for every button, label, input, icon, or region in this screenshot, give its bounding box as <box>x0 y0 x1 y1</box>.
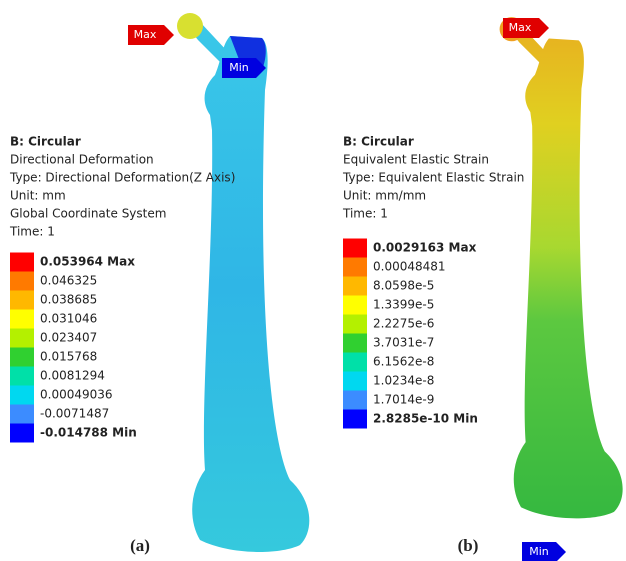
legend-label: 0.031046 <box>40 312 97 326</box>
legend-swatch <box>343 296 367 315</box>
legend-swatch <box>343 353 367 372</box>
legend-label: 2.2275e-6 <box>373 317 434 331</box>
legend-swatch <box>10 272 34 291</box>
legend-label: 0.00049036 <box>40 388 113 402</box>
info-line: Type: Equivalent Elastic Strain <box>342 171 524 185</box>
figure: B: Circular Directional Deformation Type: … <box>0 0 626 561</box>
legend-swatch <box>343 334 367 353</box>
page: B: Circular Directional Deformation Type: … <box>0 0 626 561</box>
legend-label: 3.7031e-7 <box>373 336 434 350</box>
legend-swatch <box>10 348 34 367</box>
legend-swatch <box>343 410 367 429</box>
legend-label: 0.0029163 Max <box>373 241 477 255</box>
legend-label: 1.0234e-8 <box>373 374 434 388</box>
legend-swatch <box>10 424 34 443</box>
legend-label: 8.0598e-5 <box>373 279 434 293</box>
legend-swatch <box>343 239 367 258</box>
caption: (b) <box>458 536 479 555</box>
legend-label: 1.3399e-5 <box>373 298 434 312</box>
legend-swatch <box>343 258 367 277</box>
legend-swatch <box>10 310 34 329</box>
legend-label: 0.053964 Max <box>40 255 135 269</box>
legend-swatch <box>10 329 34 348</box>
legend-label: -0.0071487 <box>40 407 109 421</box>
bone-a <box>177 13 309 552</box>
legend-swatch <box>10 405 34 424</box>
legend-label: 0.046325 <box>40 274 97 288</box>
info-line: Equivalent Elastic Strain <box>343 153 489 167</box>
legend-swatch <box>343 391 367 410</box>
legend-label: 6.1562e-8 <box>373 355 434 369</box>
legend-swatch <box>10 291 34 310</box>
legend-label: 0.038685 <box>40 293 97 307</box>
legend-label: -0.014788 Min <box>40 426 137 440</box>
min-tag-label: Min <box>529 545 549 558</box>
legend-label: 0.023407 <box>40 331 97 345</box>
legend-swatch <box>343 315 367 334</box>
legend-label: 0.015768 <box>40 350 97 364</box>
panel-title: B: Circular <box>343 135 414 149</box>
max-tag-label: Max <box>509 21 532 34</box>
info-line: Directional Deformation <box>10 153 154 167</box>
info-line: Time: 1 <box>342 207 388 221</box>
legend-label: 1.7014e-9 <box>373 393 434 407</box>
info-line: Unit: mm/mm <box>343 189 426 203</box>
legend-swatch <box>10 367 34 386</box>
info-line: Global Coordinate System <box>10 207 166 221</box>
min-tag-label: Min <box>229 61 249 74</box>
legend-swatch <box>343 372 367 391</box>
panel-title: B: Circular <box>10 135 81 149</box>
legend-label: 0.00048481 <box>373 260 446 274</box>
legend-label: 0.0081294 <box>40 369 105 383</box>
info-line: Unit: mm <box>10 189 66 203</box>
info-line: Type: Directional Deformation(Z Axis) <box>9 171 235 185</box>
max-tag-label: Max <box>134 28 157 41</box>
legend-label: 2.8285e-10 Min <box>373 412 478 426</box>
legend-swatch <box>10 253 34 272</box>
legend-swatch <box>10 386 34 405</box>
caption: (a) <box>130 536 150 555</box>
legend-swatch <box>343 277 367 296</box>
info-line: Time: 1 <box>9 225 55 239</box>
bone-b <box>500 17 623 518</box>
